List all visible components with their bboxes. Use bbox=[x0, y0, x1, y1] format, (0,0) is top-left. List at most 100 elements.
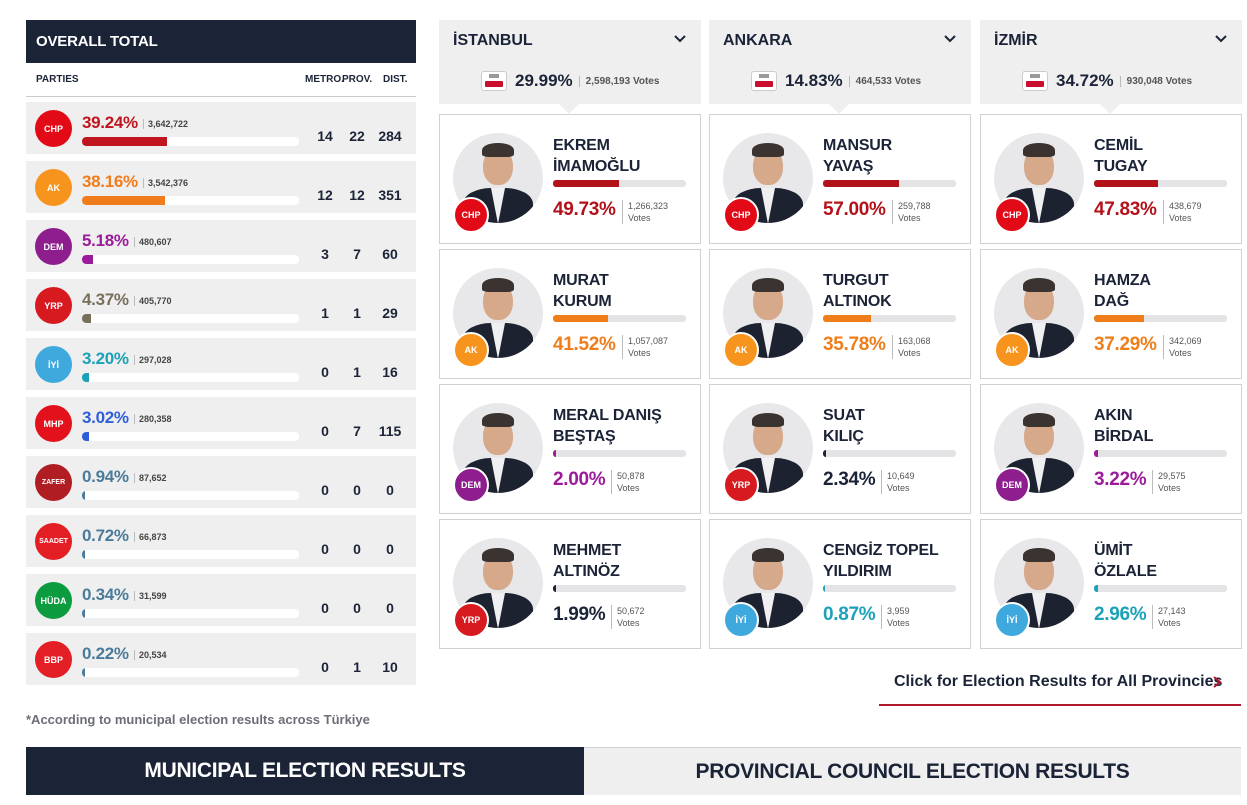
candidate-card[interactable]: DEM AKIN BİRDAL 3.22% 29,575 Votes bbox=[980, 384, 1242, 514]
tab-municipal[interactable]: MUNICIPAL ELECTION RESULTS bbox=[26, 747, 584, 795]
tab-provincial[interactable]: PROVINCIAL COUNCIL ELECTION RESULTS bbox=[584, 747, 1241, 795]
party-dist-count: 284 bbox=[378, 128, 402, 144]
party-metro-count: 0 bbox=[321, 423, 329, 439]
candidate-card[interactable]: İYİ ÜMİT ÖZLALE 2.96% 27,143 Votes bbox=[980, 519, 1242, 649]
party-prov-count: 0 bbox=[353, 482, 361, 498]
party-percent: 0.94% bbox=[82, 467, 129, 486]
candidate-name-line1: ÜMİT bbox=[1094, 542, 1133, 559]
party-metro-count: 14 bbox=[317, 128, 333, 144]
city-name: İSTANBUL bbox=[453, 32, 533, 49]
candidate-share-fill bbox=[553, 450, 556, 457]
candidate-card[interactable]: İYİ CENGİZ TOPEL YILDIRIM 0.87% 3,959 Votes bbox=[709, 519, 971, 649]
party-percent: 3.20% bbox=[82, 349, 129, 368]
candidate-votes: 50,672 Votes bbox=[611, 605, 663, 629]
candidate-name-line1: MERAL DANIŞ bbox=[553, 407, 662, 424]
candidate-percent: 41.52% bbox=[553, 334, 616, 355]
candidate-share-bar bbox=[1094, 315, 1227, 322]
candidate-votes: 1,266,323 Votes bbox=[622, 200, 674, 224]
party-percent: 0.72% bbox=[82, 526, 129, 545]
party-badge-icon: AK bbox=[994, 332, 1030, 368]
candidate-percent: 35.78% bbox=[823, 334, 886, 355]
candidate-percent: 2.96% bbox=[1094, 604, 1147, 625]
candidate-share-bar bbox=[823, 315, 956, 322]
party-share-fill bbox=[82, 668, 85, 677]
candidate-name-line2: KURUM bbox=[553, 293, 612, 310]
party-prov-count: 7 bbox=[353, 423, 361, 439]
candidate-card[interactable]: CHP EKREM İMAMOĞLU 49.73% 1,266,323 Votes bbox=[439, 114, 701, 244]
candidate-share-fill bbox=[1094, 180, 1158, 187]
party-row: DEM 5.18% 480,607 3 7 60 bbox=[26, 220, 416, 272]
party-badge-icon: İYİ bbox=[723, 602, 759, 638]
candidate-name-line1: TURGUT bbox=[823, 272, 889, 289]
candidate-card[interactable]: YRP MEHMET ALTINÖZ 1.99% 50,672 Votes bbox=[439, 519, 701, 649]
party-badge-icon: DEM bbox=[453, 467, 489, 503]
party-share-bar bbox=[82, 432, 299, 441]
chevron-down-icon[interactable] bbox=[673, 32, 687, 46]
party-metro-count: 0 bbox=[321, 364, 329, 380]
candidate-name: CENGİZ TOPEL YILDIRIM bbox=[823, 540, 939, 582]
candidate-share-bar bbox=[553, 450, 686, 457]
candidate-card[interactable]: CHP CEMİL TUGAY 47.83% 438,679 Votes bbox=[980, 114, 1242, 244]
candidate-name-line1: CENGİZ TOPEL bbox=[823, 542, 939, 559]
chevron-down-icon[interactable] bbox=[1214, 32, 1228, 46]
party-logo-icon: HÜDA bbox=[35, 582, 72, 619]
candidate-votes: 342,069 Votes bbox=[1163, 335, 1215, 359]
party-share-fill bbox=[82, 550, 85, 559]
candidate-votes: 3,959 Votes bbox=[881, 605, 933, 629]
all-provinces-link[interactable]: Click for Election Results for All Provi… bbox=[879, 660, 1241, 706]
candidate-share-bar bbox=[823, 450, 956, 457]
party-percent: 39.24% bbox=[82, 113, 138, 132]
candidate-percent: 47.83% bbox=[1094, 199, 1157, 220]
candidate-name-line2: BİRDAL bbox=[1094, 428, 1154, 445]
candidate-share-bar bbox=[553, 315, 686, 322]
candidate-share-fill bbox=[823, 180, 899, 187]
party-metro-count: 1 bbox=[321, 305, 329, 321]
candidate-card[interactable]: YRP SUAT KILIÇ 2.34% 10,649 Votes bbox=[709, 384, 971, 514]
candidate-card[interactable]: DEM MERAL DANIŞ BEŞTAŞ 2.00% 50,878 Votes bbox=[439, 384, 701, 514]
candidate-name: TURGUT ALTINOK bbox=[823, 270, 892, 312]
candidate-card[interactable]: AK TURGUT ALTINOK 35.78% 163,068 Votes bbox=[709, 249, 971, 379]
candidate-name: AKIN BİRDAL bbox=[1094, 405, 1153, 447]
party-votes: 3,542,376 bbox=[143, 178, 188, 188]
party-votes: 31,599 bbox=[134, 591, 167, 601]
results-tabs: MUNICIPAL ELECTION RESULTS PROVINCIAL CO… bbox=[26, 747, 1241, 795]
header-pointer bbox=[559, 94, 579, 114]
candidate-name-line2: TUGAY bbox=[1094, 158, 1148, 175]
candidate-name-line2: ÖZLALE bbox=[1094, 563, 1157, 580]
party-percent: 38.16% bbox=[82, 172, 138, 191]
candidate-share-bar bbox=[1094, 180, 1227, 187]
candidate-percent: 2.34% bbox=[823, 469, 876, 490]
city-header[interactable]: ANKARA 14.83% 464,533 Votes bbox=[709, 20, 971, 114]
candidate-card[interactable]: AK MURAT KURUM 41.52% 1,057,087 Votes bbox=[439, 249, 701, 379]
candidate-percent: 37.29% bbox=[1094, 334, 1157, 355]
party-percent: 0.34% bbox=[82, 585, 129, 604]
candidate-card[interactable]: CHP MANSUR YAVAŞ 57.00% 259,788 Votes bbox=[709, 114, 971, 244]
city-header[interactable]: İZMİR 34.72% 930,048 Votes bbox=[980, 20, 1242, 114]
overall-total-title: OVERALL TOTAL bbox=[26, 20, 416, 63]
party-share-fill bbox=[82, 491, 85, 500]
city-turnout-percent: 34.72% bbox=[1056, 71, 1114, 90]
candidate-share-bar bbox=[553, 585, 686, 592]
city-name: ANKARA bbox=[723, 32, 793, 49]
candidate-votes: 259,788 Votes bbox=[892, 200, 944, 224]
party-badge-icon: DEM bbox=[994, 467, 1030, 503]
party-logo-icon: YRP bbox=[35, 287, 72, 324]
candidate-card[interactable]: AK HAMZA DAĞ 37.29% 342,069 Votes bbox=[980, 249, 1242, 379]
party-badge-icon: YRP bbox=[723, 467, 759, 503]
chevron-down-icon[interactable] bbox=[943, 32, 957, 46]
candidate-name: MERAL DANIŞ BEŞTAŞ bbox=[553, 405, 662, 447]
party-percent: 3.02% bbox=[82, 408, 129, 427]
party-list: CHP 39.24% 3,642,722 14 22 284 AK 38.16% 3,542,3… bbox=[26, 102, 416, 685]
all-provinces-link-label: Click for Election Results for All Provi… bbox=[894, 673, 1223, 690]
candidate-photo bbox=[453, 538, 543, 628]
party-share-fill bbox=[82, 196, 165, 205]
party-prov-count: 0 bbox=[353, 600, 361, 616]
candidate-name-line2: KILIÇ bbox=[823, 428, 864, 445]
city-header[interactable]: İSTANBUL 29.99% 2,598,193 Votes bbox=[439, 20, 701, 114]
city-summary: 34.72% 930,048 Votes bbox=[1022, 71, 1192, 91]
candidate-percent: 49.73% bbox=[553, 199, 616, 220]
party-share-bar bbox=[82, 196, 299, 205]
party-share-bar bbox=[82, 491, 299, 500]
party-dist-count: 16 bbox=[382, 364, 398, 380]
party-votes: 297,028 bbox=[134, 355, 172, 365]
